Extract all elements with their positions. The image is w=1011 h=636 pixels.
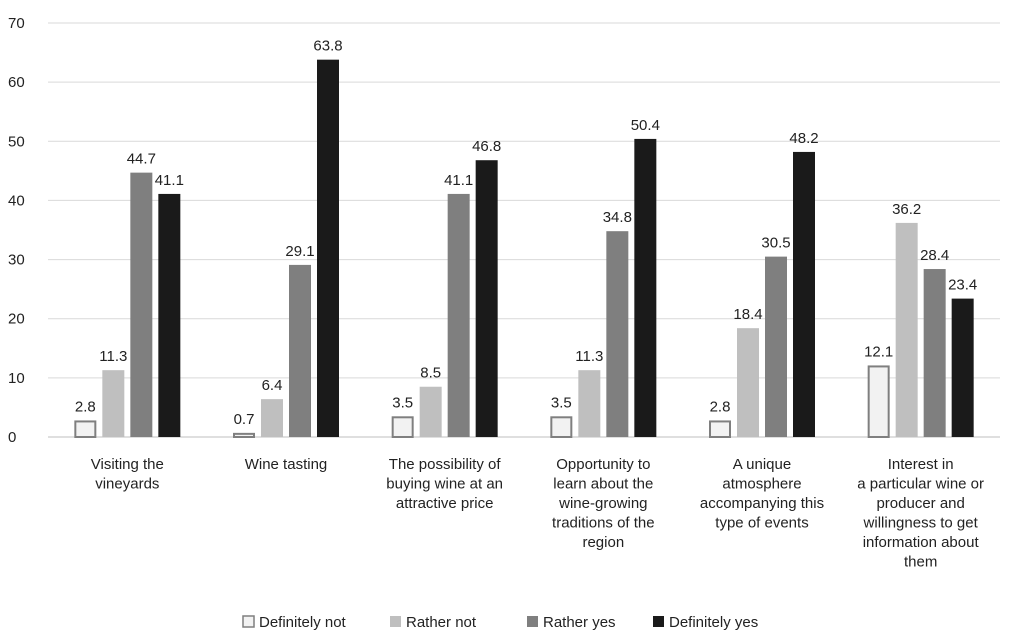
y-axis-ticks: 0 10 20 30 40 50 60 70 [8,15,25,446]
category-label: Visiting the vineyards [91,456,164,493]
legend-swatch [242,615,255,628]
bar [130,172,153,438]
data-label: 6.4 [262,377,283,394]
data-label: 12.1 [864,343,893,360]
bar [793,151,815,437]
bar [895,222,918,437]
category-label: Interest in a particular wine or producer … [857,456,984,571]
category-label-line: Interest in [888,456,954,473]
category-label-line: region [582,534,624,551]
category-label: A unique atmosphere accompanying this type … [700,456,824,532]
data-label: 44.7 [127,151,156,168]
y-tick-label: 50 [8,133,25,150]
bar [737,328,759,437]
bar [765,256,787,437]
bar [550,416,573,438]
bar [634,138,657,438]
category-label-line: traditions of the [552,515,655,532]
data-label: 18.4 [733,306,762,323]
data-label: 30.5 [761,235,790,252]
gridlines [48,22,1000,438]
category-label-line: Visiting the [91,456,164,473]
data-label: 46.8 [472,138,501,155]
category-label-line: atmosphere [722,476,801,493]
bar [606,231,629,437]
data-label: 36.2 [892,201,921,218]
legend-label: Definitely not [259,614,347,631]
data-label: 0.7 [234,411,255,428]
bar [709,420,731,439]
category-label-line: attractive price [396,495,494,512]
y-tick-label: 0 [8,429,16,446]
bar [261,399,283,437]
bar [923,269,946,437]
legend-label: Rather not [406,614,477,631]
data-label: 41.1 [155,172,184,189]
bar [578,370,601,437]
data-label: 63.8 [313,38,342,55]
legend-swatch [653,616,664,627]
x-axis-categories: Visiting the vineyards Wine tasting The pos… [91,456,984,571]
data-label: 2.8 [710,398,731,415]
category-label: Opportunity to learn about the wine-growin… [552,456,655,551]
category-label-line: buying wine at an [386,476,503,493]
category-label-line: learn about the [553,476,653,493]
bar [233,432,255,438]
bar [391,416,414,438]
category-label-line: willingness to get [863,515,979,532]
y-tick-label: 70 [8,15,25,32]
category-label-line: type of events [715,515,808,532]
data-label: 48.2 [789,130,818,147]
category-label-line: Wine tasting [245,456,328,473]
category-label-line: a particular wine or [857,476,984,493]
bar [951,298,974,437]
data-label: 3.5 [551,394,572,411]
data-label: 23.4 [948,277,977,294]
category-label-line: wine-growing [558,495,647,512]
category-label-line: them [904,554,937,571]
y-tick-label: 20 [8,311,25,328]
legend-swatch [390,616,401,627]
category-label-line: accompanying this [700,495,824,512]
data-label: 8.5 [420,365,441,382]
bar [419,386,442,437]
data-labels: 2.8 11.3 44.7 41.1 0.7 6.4 29.1 63.8 3.5 8.5 41.1 4… [75,38,977,428]
bars [74,59,974,439]
legend: Definitely not Rather not Rather yes Defini… [242,614,758,631]
data-label: 3.5 [392,394,413,411]
bar [289,264,311,437]
bar [867,365,890,438]
data-label: 11.3 [99,348,127,365]
category-label: The possibility of buying wine at an attra… [386,456,503,512]
bar [447,193,470,437]
category-label-line: vineyards [95,476,159,493]
y-tick-label: 40 [8,192,25,209]
data-label: 28.4 [920,247,949,264]
legend-label: Rather yes [543,614,616,631]
y-tick-label: 60 [8,74,25,91]
category-label-line: producer and [876,495,964,512]
category-label: Wine tasting [245,456,328,473]
data-label: 29.1 [285,243,314,260]
category-label-line: information about [863,534,980,551]
data-label: 50.4 [631,117,660,134]
bar [102,370,125,437]
data-label: 11.3 [575,348,603,365]
category-label-line: Opportunity to [556,456,650,473]
category-label-line: A unique [733,456,791,473]
data-label: 2.8 [75,398,96,415]
y-tick-label: 30 [8,252,25,269]
y-tick-label: 10 [8,370,25,387]
bar [74,420,97,439]
category-label-line: The possibility of [389,456,502,473]
legend-swatch [527,616,538,627]
bar [475,160,498,437]
bar [158,193,181,437]
bar [317,59,339,437]
data-label: 34.8 [603,209,632,226]
data-label: 41.1 [444,172,473,189]
legend-label: Definitely yes [669,614,758,631]
